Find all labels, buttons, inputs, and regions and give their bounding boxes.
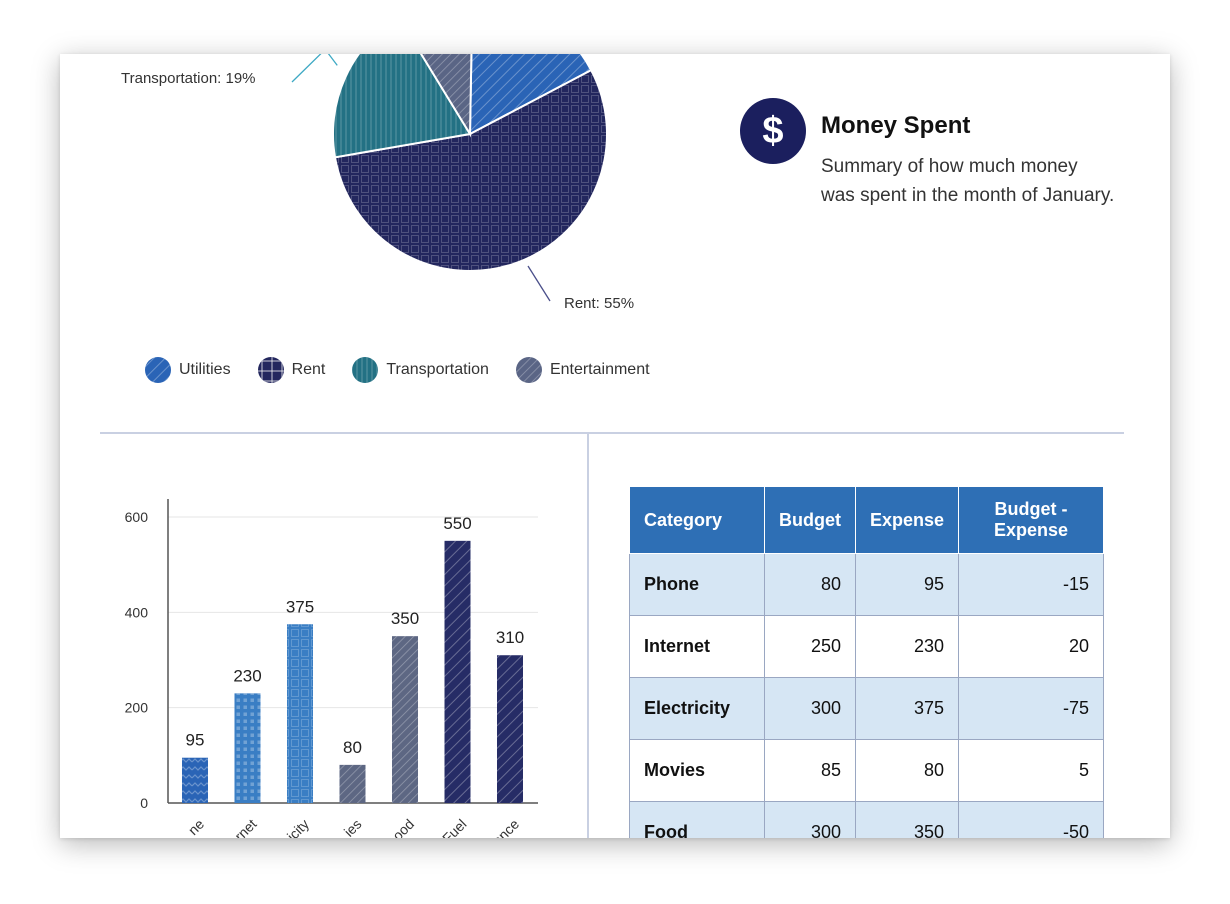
x-tick-label: icity [284,816,312,838]
table-cell-category: Movies [629,739,765,802]
legend-label-entertainment: Entertainment [549,361,650,378]
table-cell-budget: 85 [764,739,856,802]
table-row: Food 300 350 -50 [629,801,1104,838]
bar-chart: 0 200 400 600 95 ne 230 rnet 375 icity 80 ies 350 ood… [125,499,538,838]
column-header-difference: Budget - Expense [958,486,1104,554]
bar-pattern-electricity [287,624,313,803]
legend-item-utilities: Utilities [144,356,231,384]
column-header-budget: Budget [764,486,856,554]
table-cell-category: Internet [629,615,765,678]
table-row: Movies 85 80 5 [629,739,1104,802]
pie-label-transportation: Transportation: 19% [121,70,256,87]
table-row: Electricity 300 375 -75 [629,677,1104,740]
pie-slice-entertainment [419,54,473,138]
table-header-row: Category Budget Expense Budget - Expense [629,486,1104,554]
infographic-card: Transportation: 19% Rent: 55% $ Money Sp… [60,54,1170,838]
pie-slice-rent [333,68,608,272]
bar-value-label: 310 [496,628,524,647]
leader-line-transportation [291,54,338,83]
summary-title: Money Spent [821,112,971,139]
horizontal-divider [100,432,1124,434]
legend-label-utilities: Utilities [179,361,231,378]
bar-pattern-internet [234,693,261,803]
y-tick-label: 200 [125,700,149,716]
table-cell-category: Phone [629,553,765,616]
bar-value-label: 80 [343,738,362,757]
bar-value-label: 375 [286,597,314,616]
legend-swatch-utilities [145,357,171,383]
legend-swatch-transportation [352,357,379,383]
bar-pattern-fuel [444,540,471,803]
pie-chart [291,54,608,302]
legend-item-transportation: Transportation [351,356,489,384]
table-cell-budget: 80 [764,553,856,616]
bar-value-label: 350 [391,609,419,628]
bar-value-label: 230 [233,666,261,685]
table-row: Phone 80 95 -15 [629,553,1104,616]
table-cell-budget: 250 [764,615,856,678]
x-tick-label: rnet [231,816,259,838]
leader-line-rent [527,265,551,302]
bar-pattern-insurance [497,655,523,803]
pie-legend: Utilities Rent Transportation Entertainm… [144,356,676,384]
table-cell-difference: -15 [958,553,1104,616]
bar-pattern-movies [339,764,366,803]
legend-label-rent: Rent [291,361,326,378]
table-cell-expense: 230 [854,615,960,678]
column-header-expense: Expense [854,486,960,554]
table-row: Internet 250 230 20 [629,615,1104,678]
y-tick-label: 600 [125,509,149,525]
legend-swatch-entertainment [515,357,542,383]
pie-slice-utilities [468,54,593,136]
y-tick-label: 400 [125,604,149,620]
vertical-divider [587,434,589,838]
table-cell-expense: 350 [854,801,960,838]
column-header-category: Category [629,486,765,554]
table-cell-budget: 300 [764,677,856,740]
bar-value-label: 550 [443,514,471,533]
bar-value-label: 95 [186,731,205,750]
table-cell-category: Food [629,801,765,838]
bar-pattern-phone [182,757,208,803]
x-tick-label: ance [489,816,522,838]
legend-item-entertainment: Entertainment [515,356,650,384]
legend-item-rent: Rent [257,356,326,384]
table-cell-difference: 20 [958,615,1104,678]
legend-swatch-rent [257,357,284,383]
table-cell-category: Electricity [629,677,765,740]
budget-table: Category Budget Expense Budget - Expense… [629,486,1104,838]
x-tick-label: ne [185,816,207,838]
table-cell-expense: 95 [854,553,960,616]
pie-label-rent: Rent: 55% [564,295,635,312]
x-tick-label: Fuel [439,816,470,838]
table-cell-budget: 300 [764,801,856,838]
table-cell-expense: 80 [854,739,960,802]
y-tick-label: 0 [140,795,148,811]
table-cell-difference: -50 [958,801,1104,838]
table-cell-expense: 375 [854,677,960,740]
table-cell-difference: -75 [958,677,1104,740]
x-tick-label: ood [389,816,417,838]
dollar-icon: $ [740,98,806,164]
bar-pattern-food [392,636,418,803]
table-cell-difference: 5 [958,739,1104,802]
x-tick-label: ies [341,816,365,838]
legend-label-transportation: Transportation [386,361,489,378]
summary-description: Summary of how much money was spent in t… [821,156,1115,206]
